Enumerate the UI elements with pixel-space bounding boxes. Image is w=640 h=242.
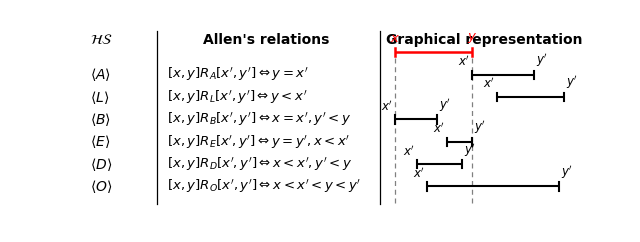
Text: $y'$: $y'$ — [464, 141, 476, 159]
Text: Graphical representation: Graphical representation — [386, 33, 582, 47]
Text: $y'$: $y'$ — [439, 96, 451, 114]
Text: $x'$: $x'$ — [433, 122, 445, 136]
Text: $[x,y]R_O[x',y'] \Leftrightarrow x < x' < y < y'$: $[x,y]R_O[x',y'] \Leftrightarrow x < x' … — [167, 178, 361, 195]
Text: $\langle B\rangle$: $\langle B\rangle$ — [90, 111, 111, 128]
Text: $x$: $x$ — [390, 32, 400, 45]
Text: $[x,y]R_B[x',y'] \Leftrightarrow x = x', y' < y$: $[x,y]R_B[x',y'] \Leftrightarrow x = x',… — [167, 111, 351, 128]
Text: $[x,y]R_E[x',y'] \Leftrightarrow y = y', x < x'$: $[x,y]R_E[x',y'] \Leftrightarrow y = y',… — [167, 133, 350, 151]
Text: $y'$: $y'$ — [561, 163, 573, 181]
Text: $\langle A\rangle$: $\langle A\rangle$ — [90, 66, 111, 83]
Text: $\langle E\rangle$: $\langle E\rangle$ — [90, 133, 110, 150]
Text: $y'$: $y'$ — [536, 52, 548, 69]
Text: $y'$: $y'$ — [474, 119, 486, 136]
Text: $x'$: $x'$ — [483, 77, 495, 91]
Text: $[x,y]R_D[x',y'] \Leftrightarrow x < x', y' < y$: $[x,y]R_D[x',y'] \Leftrightarrow x < x',… — [167, 155, 352, 173]
Text: $x'$: $x'$ — [381, 99, 393, 114]
Text: $\langle D\rangle$: $\langle D\rangle$ — [90, 156, 112, 173]
Text: $x'$: $x'$ — [458, 55, 470, 69]
Text: $x'$: $x'$ — [413, 166, 425, 181]
Text: $y$: $y$ — [467, 31, 477, 45]
Text: $\mathcal{H}\mathcal{S}$: $\mathcal{H}\mathcal{S}$ — [90, 33, 113, 47]
Text: $\langle O\rangle$: $\langle O\rangle$ — [90, 178, 113, 195]
Text: $y'$: $y'$ — [566, 74, 577, 91]
Text: $[x,y]R_L[x',y'] \Leftrightarrow y < x'$: $[x,y]R_L[x',y'] \Leftrightarrow y < x'$ — [167, 88, 307, 106]
Text: $[x,y]R_A[x',y'] \Leftrightarrow y = x'$: $[x,y]R_A[x',y'] \Leftrightarrow y = x'$ — [167, 66, 308, 83]
Text: $x'$: $x'$ — [403, 144, 415, 159]
Text: Allen's relations: Allen's relations — [203, 33, 329, 47]
Text: $\langle L\rangle$: $\langle L\rangle$ — [90, 89, 109, 106]
